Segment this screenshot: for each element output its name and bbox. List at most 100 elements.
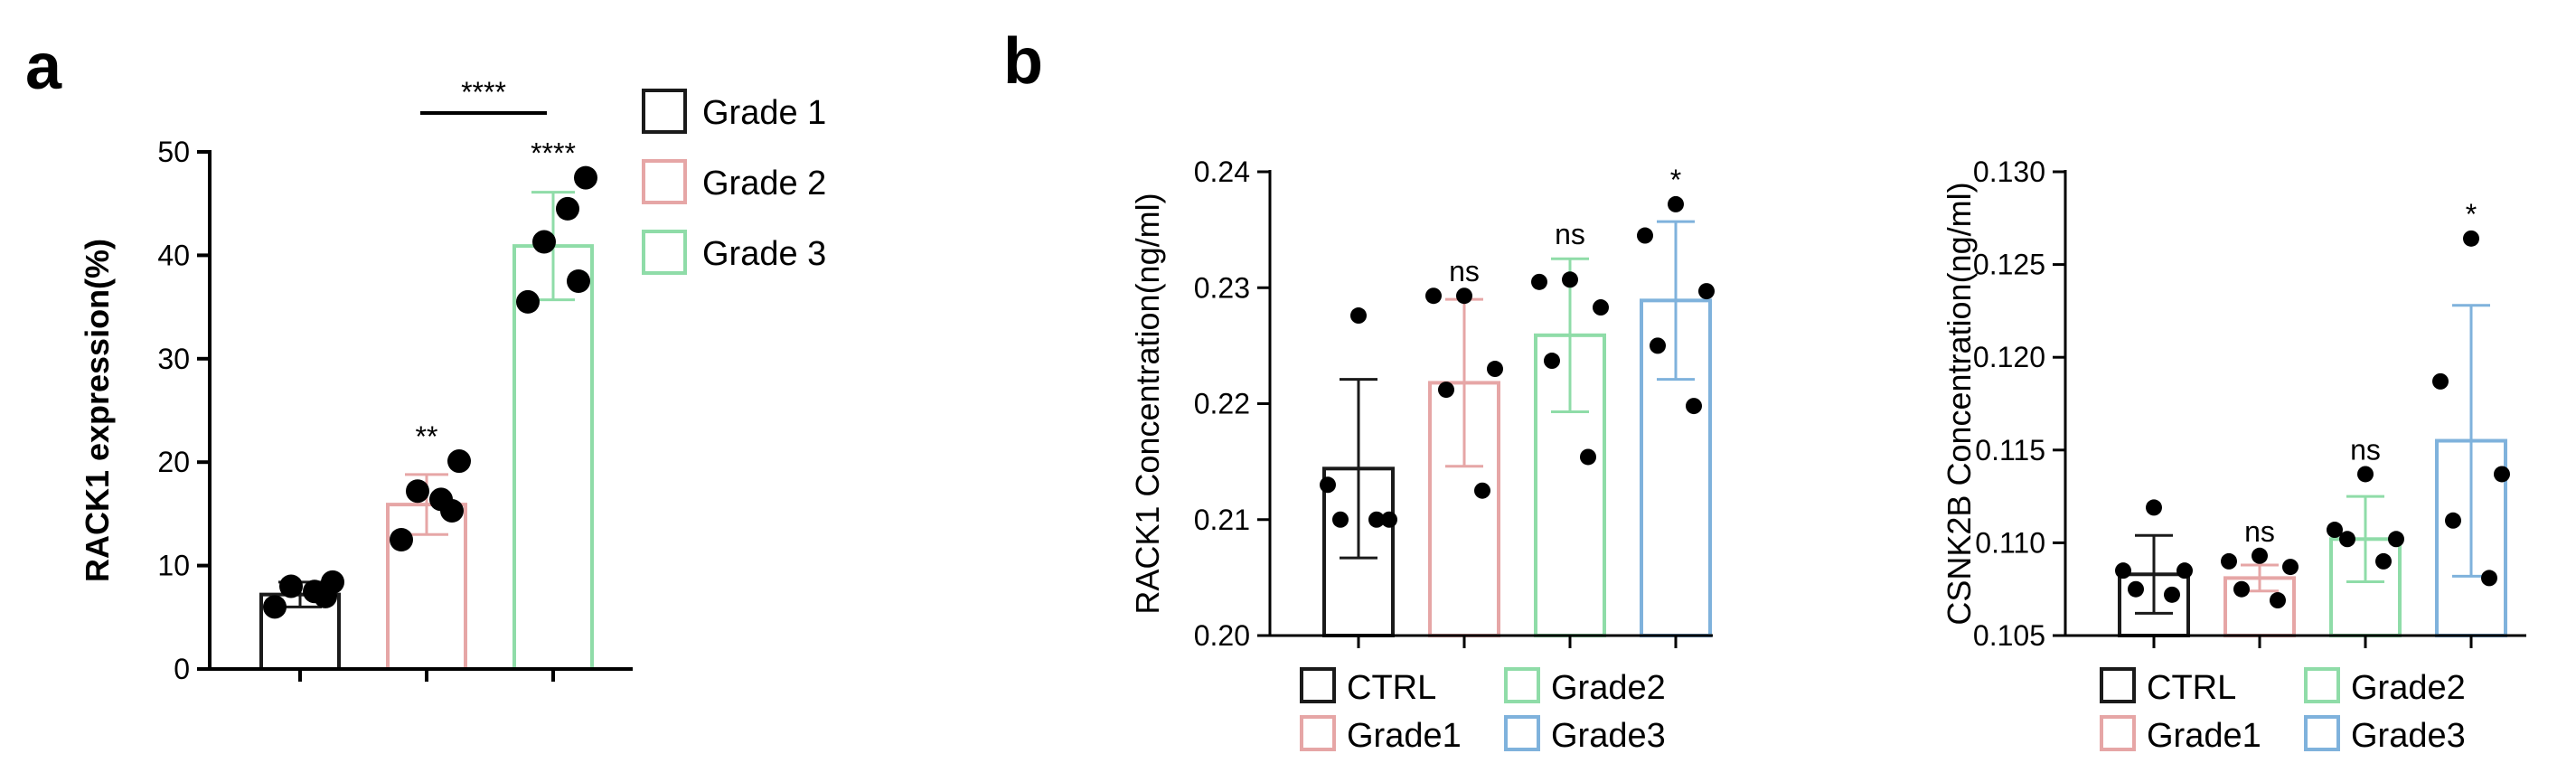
significance-label: ns [1555, 218, 1585, 250]
data-point [2282, 559, 2299, 576]
chart-b1: ns ns * 0.20 0.21 0.22 0.23 0.24 RACK1 Concentra… [1129, 155, 1715, 755]
data-point [406, 479, 429, 504]
y-tick-label: 0.115 [1975, 434, 2045, 466]
significance-label: * [2466, 198, 2477, 231]
data-point [2115, 562, 2131, 579]
legend-label: Grade 1 [702, 94, 826, 132]
legend-label: Grade3 [1551, 717, 1666, 755]
data-point [556, 196, 579, 221]
data-point [263, 595, 287, 619]
y-tick-label: 10 [157, 550, 190, 582]
y-tick-label: 0.21 [1194, 504, 1250, 536]
y-axis-label: RACK1 Concentration(ng/ml) [1129, 193, 1166, 614]
legend-label: CTRL [1347, 669, 1436, 707]
data-point [2164, 586, 2180, 603]
data-point [2327, 522, 2343, 539]
legend-label: Grade3 [2351, 717, 2466, 755]
data-point [567, 269, 590, 293]
legend-label: CTRL [2147, 669, 2236, 707]
data-point [2270, 592, 2286, 609]
data-point [2432, 372, 2449, 390]
y-tick-label: 30 [157, 343, 190, 375]
data-point [1487, 361, 1503, 378]
data-point [2388, 531, 2404, 548]
data-point [1698, 283, 1715, 300]
y-tick-label: 0.110 [1975, 526, 2045, 559]
data-point [574, 165, 597, 190]
legend-swatch [642, 230, 687, 275]
y-tick-label: 0.125 [1973, 249, 2045, 281]
significance-label: **** [531, 137, 576, 170]
data-point [2233, 580, 2250, 598]
y-tick-label: 50 [157, 136, 190, 168]
legend-swatch [1504, 715, 1540, 751]
data-point [303, 579, 326, 604]
data-point [2463, 230, 2479, 247]
y-tick-label: 40 [157, 239, 190, 271]
data-point [1580, 448, 1596, 466]
data-point [1320, 476, 1336, 494]
legend-label: Grade2 [2351, 669, 2466, 707]
data-point [2445, 512, 2461, 529]
significance-label: ns [1449, 255, 1480, 287]
legend-swatch [1300, 715, 1336, 751]
data-point [1474, 482, 1490, 499]
data-point [1531, 273, 1547, 290]
data-point [516, 289, 540, 314]
legend-swatch [1504, 667, 1540, 703]
chart-b2: ns ns * 0.105 0.110 0.115 0.120 0.125 0.130CSNK2… [1941, 155, 2526, 755]
y-tick-label: 20 [157, 446, 190, 478]
significance-label: * [1670, 164, 1681, 196]
data-point [2146, 499, 2162, 516]
significance-label: ** [416, 420, 438, 453]
legend-label: Grade1 [1347, 717, 1462, 755]
legend-swatch [2100, 715, 2136, 751]
y-tick-label: 0.20 [1194, 619, 1250, 652]
data-point [1438, 382, 1454, 399]
legend-label: Grade2 [1551, 669, 1666, 707]
data-point [2494, 466, 2510, 483]
data-point [321, 570, 344, 594]
y-axis-label: RACK1 expression(%) [79, 239, 116, 582]
data-point [1332, 511, 1349, 528]
data-point [1650, 337, 1666, 354]
y-tick-label: 0 [174, 653, 190, 685]
data-point [1456, 287, 1472, 305]
data-point [1593, 299, 1609, 316]
data-point [2176, 562, 2193, 579]
data-point [429, 487, 453, 512]
y-tick-label: 0.105 [1973, 619, 2045, 652]
y-axis-label: CSNK2B Concentration(ng/ml) [1941, 182, 1978, 625]
data-point [1368, 511, 1385, 528]
data-point [390, 528, 413, 551]
data-point [1562, 271, 1578, 288]
data-point [2252, 547, 2268, 564]
data-point [1381, 511, 1397, 528]
data-point [1637, 227, 1653, 244]
y-tick-label: 0.22 [1194, 388, 1250, 420]
legend-label: Grade 3 [702, 235, 826, 273]
data-point [532, 230, 556, 254]
data-point [1686, 398, 1702, 415]
data-point [1425, 287, 1442, 305]
data-point [1668, 195, 1684, 212]
legend-label: Grade1 [2147, 717, 2261, 755]
y-tick-label: 0.120 [1973, 341, 2045, 373]
data-point [2339, 531, 2355, 548]
data-point [1350, 307, 1367, 325]
data-point [447, 449, 471, 474]
data-point [279, 574, 303, 598]
significance-label: ns [2350, 433, 2381, 466]
legend-swatch [642, 89, 687, 134]
legend-label: Grade 2 [702, 165, 826, 203]
legend-swatch [2304, 667, 2340, 703]
legend-swatch [1300, 667, 1336, 703]
legend-swatch [2100, 667, 2136, 703]
data-point [2481, 570, 2497, 587]
data-point [1544, 353, 1560, 370]
legend-swatch [2304, 715, 2340, 751]
legend-swatch [642, 159, 687, 204]
data-point [2357, 466, 2374, 483]
